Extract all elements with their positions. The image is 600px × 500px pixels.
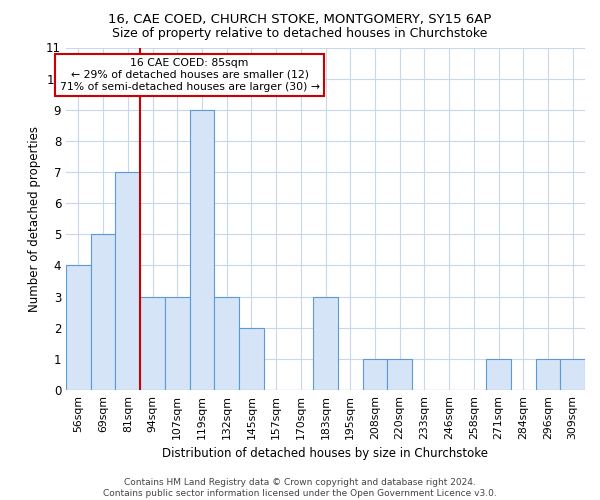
X-axis label: Distribution of detached houses by size in Churchstoke: Distribution of detached houses by size … [163,447,488,460]
Bar [214,296,239,390]
Bar [115,172,140,390]
Bar [165,296,190,390]
Bar [536,359,560,390]
Bar [190,110,214,390]
Bar [486,359,511,390]
Bar [239,328,264,390]
Bar [387,359,412,390]
Text: 16, CAE COED, CHURCH STOKE, MONTGOMERY, SY15 6AP: 16, CAE COED, CHURCH STOKE, MONTGOMERY, … [109,12,491,26]
Bar [140,296,165,390]
Bar [91,234,115,390]
Bar [313,296,338,390]
Y-axis label: Number of detached properties: Number of detached properties [28,126,41,312]
Bar [362,359,387,390]
Bar [66,266,91,390]
Text: Size of property relative to detached houses in Churchstoke: Size of property relative to detached ho… [112,28,488,40]
Bar [560,359,585,390]
Text: Contains HM Land Registry data © Crown copyright and database right 2024.
Contai: Contains HM Land Registry data © Crown c… [103,478,497,498]
Text: 16 CAE COED: 85sqm
← 29% of detached houses are smaller (12)
71% of semi-detache: 16 CAE COED: 85sqm ← 29% of detached hou… [59,58,320,92]
